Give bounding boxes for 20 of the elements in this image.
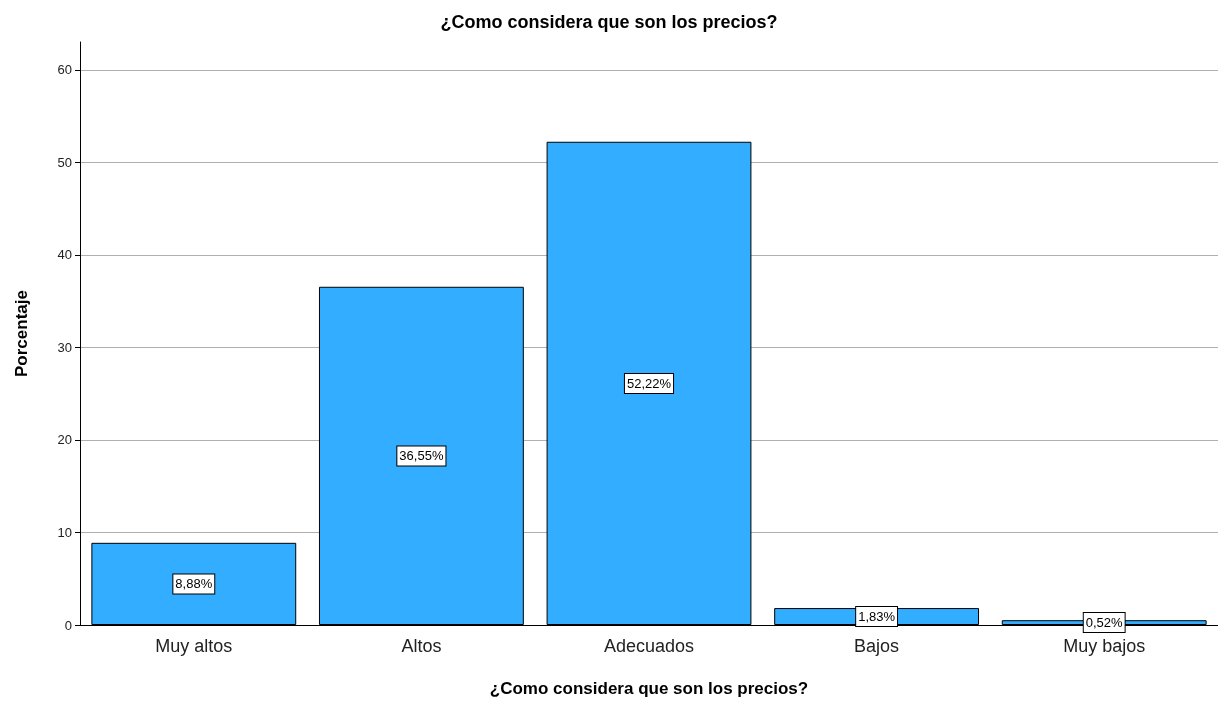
x-tick-label: Adecuados xyxy=(603,636,695,656)
data-label: 8,88% xyxy=(175,576,213,592)
data-label: 36,55% xyxy=(399,448,444,464)
data-label: 52,22% xyxy=(626,375,672,391)
y-tick-label: 50 xyxy=(57,154,72,170)
x-axis-title: ¿Como considera que son los precios? xyxy=(489,679,809,698)
x-tick-label: Muy bajos xyxy=(1063,636,1146,656)
y-tick-label: 30 xyxy=(57,339,72,355)
x-tick-label: Bajos xyxy=(854,636,900,656)
data-label: 1,83% xyxy=(858,609,896,625)
y-tick-label: 60 xyxy=(57,62,72,78)
y-tick-label: 40 xyxy=(57,247,72,263)
y-tick-label: 10 xyxy=(57,524,72,540)
y-tick-label: 0 xyxy=(64,617,72,633)
chart-title: ¿Como considera que son los precios? xyxy=(440,12,778,32)
x-tick-label: Muy altos xyxy=(155,636,233,656)
y-axis-title: Porcentaje xyxy=(12,290,31,377)
y-tick-label: 20 xyxy=(57,432,72,448)
data-label: 0,52% xyxy=(1085,615,1124,631)
x-tick-label: Altos xyxy=(401,636,442,656)
